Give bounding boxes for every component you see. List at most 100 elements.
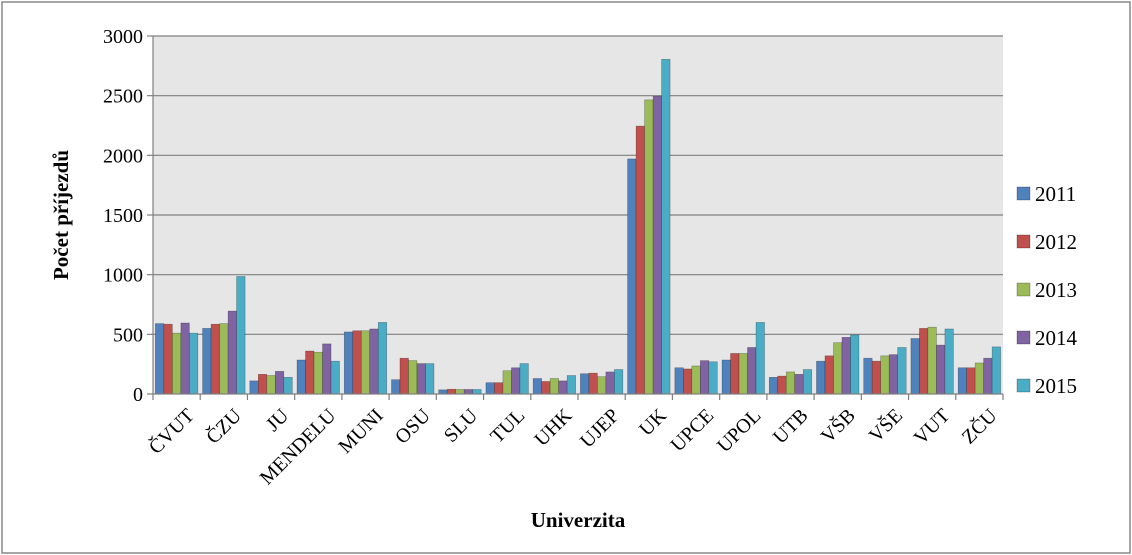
bar-2014-ZČU: [983, 357, 993, 395]
bar-2013-JU: [266, 375, 276, 395]
bar-2011-UHK: [532, 378, 542, 395]
bar-2013-VŠB: [833, 342, 843, 395]
bar-2013-UTB: [785, 371, 796, 395]
bar-2014-UTB: [794, 374, 804, 395]
bar-2011-UPCE: [674, 367, 684, 395]
bar-2013-MUNI: [360, 330, 371, 395]
bar-2015-UJEP: [614, 369, 624, 395]
bar-2011-OSU: [391, 379, 401, 395]
bar-2011-MENDELU: [296, 359, 306, 395]
bar-2012-ČZU: [210, 323, 220, 395]
bar-2012-ZČU: [966, 367, 976, 395]
y-tick-label: 1500: [103, 205, 143, 227]
x-axis-title: Univerzita: [531, 508, 626, 532]
legend-label-2014: 2014: [1035, 326, 1078, 350]
bar-2014-UPOL: [747, 347, 757, 395]
bar-2013-ČZU: [219, 323, 229, 395]
bar-2012-MUNI: [352, 330, 362, 395]
bar-2015-TUL: [519, 363, 529, 395]
bar-2013-UPOL: [738, 353, 748, 395]
bar-2013-VŠE: [880, 355, 890, 395]
bar-2015-ČVUT: [189, 332, 199, 395]
bar-2015-SLU: [472, 389, 482, 395]
bar-2011-UK: [627, 158, 637, 395]
bar-2012-MENDELU: [305, 350, 315, 395]
bar-2015-UTB: [802, 369, 813, 395]
legend-label-2012: 2012: [1035, 230, 1077, 254]
bar-2014-UHK: [558, 380, 568, 395]
bar-2015-UPCE: [708, 361, 718, 395]
bar-2012-UK: [635, 125, 645, 395]
bar-2014-VŠE: [888, 354, 898, 395]
legend-swatch-2012: [1016, 234, 1031, 249]
bar-2013-MENDELU: [313, 351, 323, 395]
bar-2013-UK: [644, 99, 654, 395]
bar-2014-OSU: [416, 363, 426, 395]
legend: 2011 2012 2013 2014 2015: [1016, 182, 1078, 398]
y-tick-label: 2000: [103, 145, 143, 167]
bar-2014-VŠB: [841, 337, 851, 395]
bar-2015-MUNI: [377, 322, 388, 395]
bar-2012-VŠE: [871, 360, 881, 395]
bar-2015-ZČU: [991, 346, 1001, 395]
bar-2015-ČZU: [236, 276, 246, 395]
bar-2015-VŠB: [850, 334, 860, 395]
bar-2011-UPOL: [721, 359, 731, 395]
bar-2011-TUL: [485, 382, 495, 395]
bar-2012-OSU: [399, 357, 409, 395]
legend-swatch-2013: [1016, 282, 1031, 297]
bar-2015-UHK: [566, 375, 576, 395]
bar-2012-VUT: [919, 328, 929, 395]
bar-2014-JU: [275, 371, 285, 395]
legend-swatch-2015: [1016, 378, 1031, 393]
bar-2012-UTB: [777, 375, 787, 395]
bar-2012-ČVUT: [163, 323, 173, 395]
y-tick-labels: 0 500 1000 1500 2000 2500 3000: [103, 26, 153, 406]
bar-2011-UTB: [768, 376, 779, 395]
bar-2014-UPCE: [700, 360, 710, 395]
bar-2014-TUL: [511, 367, 521, 395]
bar-2011-ČZU: [202, 328, 212, 395]
bar-2011-VUT: [910, 338, 920, 395]
bar-2011-SLU: [438, 389, 448, 395]
bar-2014-UK: [652, 95, 662, 395]
y-tick-label: 1000: [103, 265, 143, 287]
bar-2012-UHK: [541, 381, 551, 395]
y-tick-label: 0: [133, 384, 143, 406]
bar-2013-ČVUT: [172, 332, 182, 395]
bar-2011-JU: [249, 380, 259, 395]
bar-2014-ČVUT: [180, 322, 190, 395]
bar-2012-UJEP: [588, 372, 598, 395]
bar-2013-ZČU: [974, 362, 984, 395]
gridlines: [153, 35, 1003, 335]
bar-2013-VUT: [927, 326, 937, 395]
bar-2011-ZČU: [957, 367, 967, 395]
bar-2012-SLU: [446, 388, 456, 395]
bar-2013-OSU: [408, 360, 418, 395]
legend-label-2013: 2013: [1035, 278, 1077, 302]
bar-2014-SLU: [463, 389, 473, 395]
bar-2015-UPOL: [755, 322, 765, 395]
bar-2015-MENDELU: [330, 360, 340, 395]
legend-label-2011: 2011: [1035, 182, 1076, 206]
bar-2014-UJEP: [605, 371, 615, 395]
bar-2011-VŠE: [863, 357, 873, 395]
y-tick-label: 500: [113, 324, 143, 346]
bar-2011-VŠB: [816, 360, 826, 395]
y-tick-label: 3000: [103, 26, 143, 48]
bar-2014-ČZU: [227, 310, 237, 395]
bar-2013-UPCE: [691, 365, 701, 395]
bar-2015-UK: [661, 58, 671, 395]
bar-2015-OSU: [425, 363, 435, 395]
bar-2014-MENDELU: [322, 343, 332, 395]
bar-2012-JU: [258, 374, 268, 395]
bar-2014-VUT: [936, 344, 946, 395]
bars: [155, 58, 1001, 395]
bar-2015-VUT: [944, 328, 954, 395]
bar-2012-UPOL: [730, 353, 740, 395]
bar-2012-TUL: [494, 382, 504, 395]
bar-2012-VŠB: [824, 355, 834, 395]
bar-2011-ČVUT: [155, 323, 165, 395]
